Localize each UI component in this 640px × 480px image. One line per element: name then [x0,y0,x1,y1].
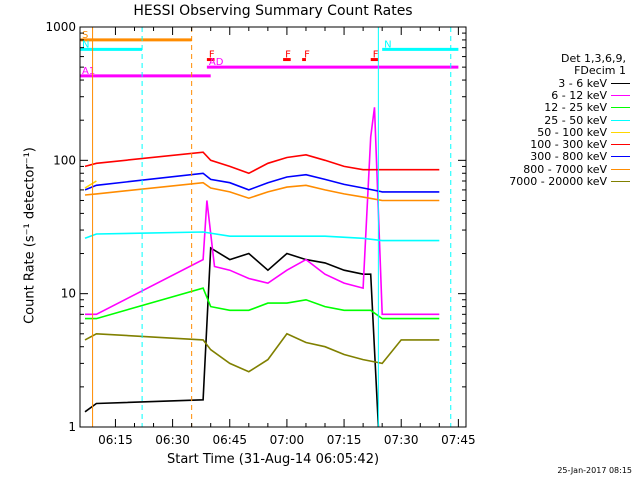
legend-entry: 300 - 800 keV [484,150,634,164]
legend-label: 800 - 7000 keV [523,162,607,176]
legend-label: 7000 - 20000 keV [509,175,607,189]
x-tick-label: 07:00 [270,433,305,447]
chart-title: HESSI Observing Summary Count Rates [133,3,413,19]
series-line-50to100keV [84,180,97,189]
x-tick-label: 07:30 [384,433,419,447]
flag-label-N: N [384,39,391,50]
legend-label: 300 - 800 keV [530,150,607,164]
flag-label-N: N [82,39,89,50]
x-tick-label: 06:15 [98,433,133,447]
y-tick-label: 10 [61,287,76,301]
x-tick-label: 06:45 [212,433,247,447]
legend-entry: 7000 - 20000 keV [484,175,634,189]
flag-label-F: F [209,50,215,61]
x-tick-label: 06:30 [155,433,190,447]
y-tick-label: 1 [68,420,76,434]
x-tick-label: 07:45 [441,433,476,447]
legend-swatch [611,94,630,96]
legend-entry: 25 - 50 keV [484,113,634,127]
legend-label: 6 - 12 keV [551,88,607,102]
series-line-12to25keV [85,287,440,320]
legend-label: 3 - 6 keV [558,76,607,90]
y-tick-label: 100 [53,153,76,167]
flag-label-S: S [82,30,88,41]
flag-label-F: F [373,50,379,61]
legend-entry: 800 - 7000 keV [484,162,634,176]
legend-swatch [611,168,630,170]
legend-entry: 6 - 12 keV [484,88,634,102]
legend-entry: 3 - 6 keV [484,76,634,90]
series-line-7000to20000keV [84,332,440,373]
legend-swatch [611,131,630,133]
y-axis-label: Count Rate (s⁻¹ detector⁻¹) [22,147,38,324]
legend-label: 100 - 300 keV [530,138,607,152]
legend-header-line-1: Det 1,3,6,9, [560,52,626,65]
legend-label: 50 - 100 keV [537,125,607,139]
legend-swatch [611,107,630,109]
x-axis-label: Start Time (31-Aug-14 06:05:42) [166,452,380,467]
series-line-800to7000keV [84,181,440,202]
chart-legend: Det 1,3,6,9, FDecim 1 3 - 6 keV 6 - 12 ke… [484,53,634,188]
footer-timestamp: 25-Jan-2017 08:15 [557,466,632,475]
legend-header-line-2: FDecim 1 [574,64,626,77]
flag-label-AD: AD [209,57,224,68]
flag-label-A1: A1 [82,66,95,77]
flag-label-F: F [285,50,291,61]
legend-swatch [611,144,630,146]
legend-swatch [611,82,630,84]
legend-label: 12 - 25 keV [544,101,607,115]
series-line-3to6keV [84,246,380,428]
legend-entry: 100 - 300 keV [484,138,634,152]
series-line-25to50keV [84,231,440,242]
legend-swatch [611,156,630,158]
series-line-6to12keV [85,107,440,316]
legend-label: 25 - 50 keV [544,113,607,127]
series-line-100to300keV [84,151,440,175]
series-line-300to800keV [84,172,440,193]
flag-label-F: F [304,50,310,61]
legend-entry: 12 - 25 keV [484,101,634,115]
y-tick-label: 1000 [45,20,76,34]
legend-swatch [611,181,630,183]
x-tick-label: 07:15 [327,433,362,447]
legend-entry: 50 - 100 keV [484,125,634,139]
legend-swatch [611,119,630,121]
plot-frame [79,26,467,428]
